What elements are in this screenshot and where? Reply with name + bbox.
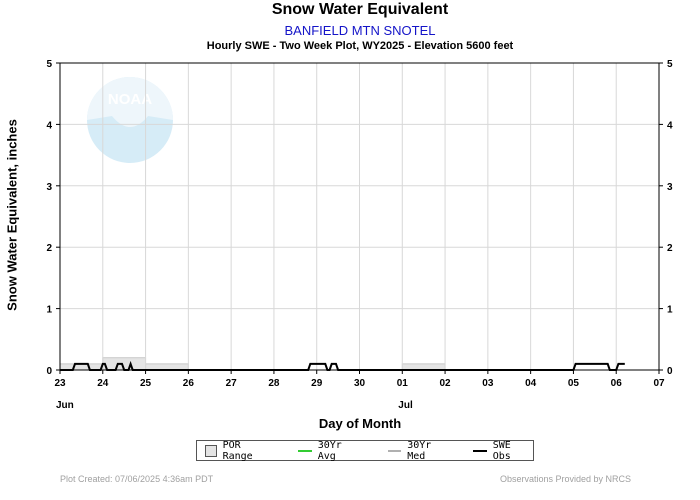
y-tick-label-right: 0 [667, 366, 673, 377]
y-tick-label-left: 1 [46, 305, 52, 316]
x-tick-label: 03 [482, 378, 494, 389]
logo-bird [87, 77, 173, 127]
y-tick-label-left: 5 [46, 59, 52, 70]
y-axis-label: Snow Water Equivalent, inches [4, 119, 20, 311]
y-tick-label-right: 3 [667, 182, 673, 193]
x-tick-label: 29 [311, 378, 323, 389]
x-tick-label: 30 [354, 378, 366, 389]
noaa-logo: NOAA [87, 77, 173, 163]
plot-created-text: Plot Created: 07/06/2025 4:36am PDT [60, 474, 214, 484]
legend-por-range: POR Range [205, 440, 274, 462]
y-tick-label-right: 1 [667, 305, 673, 316]
grid-layer [60, 63, 659, 370]
x-axis-label: Day of Month [318, 416, 402, 431]
chart-title: Snow Water Equivalent [271, 1, 449, 18]
chart-legend: POR Range 30Yr Avg 30Yr Med SWE Obs [196, 439, 534, 462]
x-tick-label: 23 [54, 378, 66, 389]
tick-layer: 0 01 12 23 34 45 523 24 25 26 27 28 29 30 01 02 03 04 05 06… [46, 59, 673, 389]
med-swatch [387, 449, 402, 452]
x-tick-label: 07 [653, 378, 665, 389]
x-tick-label: 25 [140, 378, 152, 389]
por-range-swatch [205, 444, 217, 457]
x-tick-label: 01 [397, 378, 409, 389]
provider-text: Observations Provided by NRCS [499, 474, 631, 484]
legend-30yr-med: 30Yr Med [387, 439, 453, 462]
x-tick-label: 04 [525, 378, 537, 389]
y-tick-label-left: 4 [46, 120, 52, 131]
y-tick-label-left: 2 [46, 243, 52, 254]
legend-30yr-avg: 30Yr Avg [298, 440, 363, 462]
legend-obs-label: SWE Obs [492, 439, 511, 462]
avg-swatch [298, 449, 312, 452]
legend-swe-obs: SWE Obs [473, 440, 533, 462]
y-tick-label-left: 0 [46, 366, 52, 377]
station-name: BANFIELD MTN SNOTEL [284, 23, 436, 38]
x-tick-label: 26 [183, 378, 195, 389]
x-tick-label: 05 [568, 378, 580, 389]
obs-swatch [473, 449, 487, 452]
logo-text: NOAA [108, 91, 152, 108]
x-tick-label: 27 [226, 378, 238, 389]
legend-por-range-label: POR Range [222, 439, 253, 462]
x-tick-label: 06 [611, 378, 623, 389]
y-tick-label-right: 4 [667, 120, 673, 131]
y-tick-label-right: 5 [667, 59, 673, 70]
legend-med-label: 30Yr Med [407, 439, 432, 462]
month-label: Jul [398, 400, 413, 411]
x-tick-label: 28 [268, 378, 280, 389]
x-tick-label: 02 [440, 378, 452, 389]
y-tick-label-right: 2 [667, 243, 673, 254]
month-label: Jun [56, 400, 74, 411]
y-tick-label-left: 3 [46, 182, 52, 193]
x-tick-label: 24 [97, 378, 109, 389]
legend-avg-label: 30Yr Avg [317, 439, 342, 462]
chart-subtitle: Hourly SWE - Two Week Plot, WY2025 - Ele… [206, 40, 514, 52]
